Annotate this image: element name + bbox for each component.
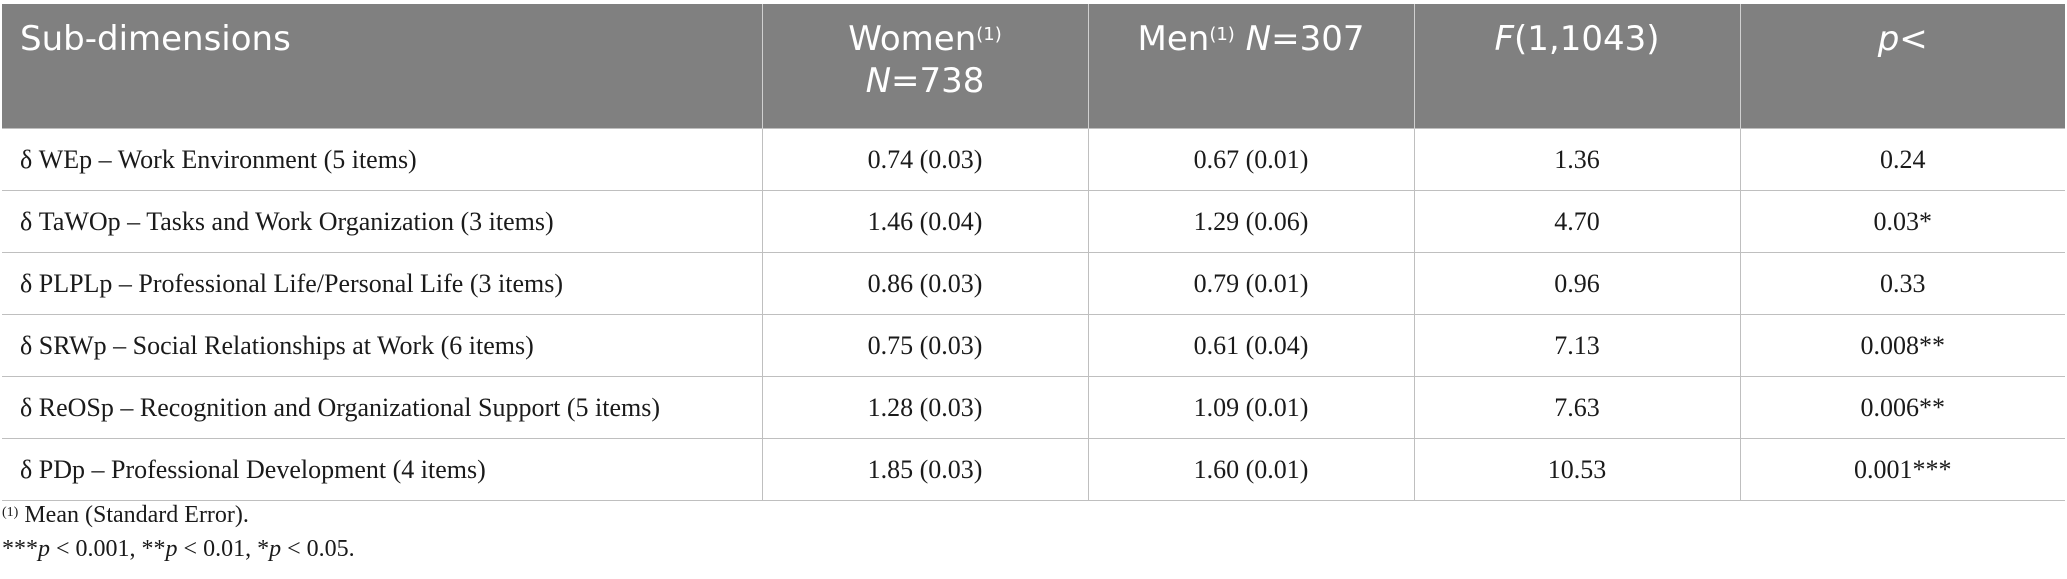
sig-threshold-1: < 0.05. bbox=[281, 536, 355, 562]
cell-p: 0.03* bbox=[1739, 190, 2065, 253]
header-women: Women(1) N=738 bbox=[761, 4, 1088, 129]
sig-p-label-2: p bbox=[165, 536, 178, 562]
table-row: δ SRWp – Social Relationships at Work (6… bbox=[2, 314, 2065, 377]
header-women-footnote-marker: (1) bbox=[976, 24, 1002, 45]
cell-p: 0.001*** bbox=[1739, 438, 2065, 501]
header-f-label: F bbox=[1494, 19, 1515, 59]
table-row: δ ReOSp – Recognition and Organizational… bbox=[2, 376, 2065, 439]
cell-women: 0.86 (0.03) bbox=[761, 252, 1088, 315]
header-women-n-label: N bbox=[865, 61, 892, 101]
header-f-statistic: F(1,1043) bbox=[1413, 4, 1740, 129]
header-men-footnote-marker: (1) bbox=[1209, 24, 1235, 45]
cell-men: 1.09 (0.01) bbox=[1087, 376, 1414, 439]
cell-men: 0.61 (0.04) bbox=[1087, 314, 1414, 377]
results-table-container: Sub-dimensions Women(1) N=738 Men(1) N=30… bbox=[2, 4, 2065, 501]
cell-dimension: δ SRWp – Social Relationships at Work (6… bbox=[2, 314, 762, 377]
footnote-mean-se-text: Mean (Standard Error). bbox=[18, 502, 249, 528]
sig-p-label-1: p bbox=[269, 536, 282, 562]
results-table: Sub-dimensions Women(1) N=738 Men(1) N=30… bbox=[2, 4, 2065, 501]
header-f-df: (1,1043) bbox=[1514, 19, 1660, 59]
sig-p-label-3: p bbox=[38, 536, 50, 562]
cell-p: 0.33 bbox=[1739, 252, 2065, 315]
cell-dimension: δ ReOSp – Recognition and Organizational… bbox=[2, 376, 762, 439]
cell-men: 0.67 (0.01) bbox=[1087, 128, 1414, 191]
table-row: δ PDp – Professional Development (4 item… bbox=[2, 438, 2065, 501]
header-p-operator: < bbox=[1899, 19, 1928, 59]
table-body: δ WEp – Work Environment (5 items) 0.74 … bbox=[2, 128, 2065, 501]
footnote-mean-se: (1) Mean (Standard Error). bbox=[2, 498, 355, 532]
header-row: Sub-dimensions Women(1) N=738 Men(1) N=30… bbox=[2, 4, 2065, 129]
header-women-n-value: =738 bbox=[891, 61, 985, 101]
header-women-label: Women bbox=[848, 19, 977, 59]
sig-threshold-2: < 0.01, bbox=[177, 536, 258, 562]
header-sub-dimensions: Sub-dimensions bbox=[2, 4, 762, 129]
cell-dimension: δ PDp – Professional Development (4 item… bbox=[2, 438, 762, 501]
cell-women: 1.46 (0.04) bbox=[761, 190, 1088, 253]
header-men-n-value: =307 bbox=[1271, 19, 1365, 59]
cell-dimension: δ PLPLp – Professional Life/Personal Lif… bbox=[2, 252, 762, 315]
header-men-label: Men bbox=[1137, 19, 1210, 59]
cell-f: 7.63 bbox=[1413, 376, 1740, 439]
header-p-label: p bbox=[1877, 19, 1900, 59]
cell-f: 7.13 bbox=[1413, 314, 1740, 377]
cell-p: 0.008** bbox=[1739, 314, 2065, 377]
table-header: Sub-dimensions Women(1) N=738 Men(1) N=30… bbox=[2, 4, 2065, 129]
cell-f: 4.70 bbox=[1413, 190, 1740, 253]
header-sub-dimensions-label: Sub-dimensions bbox=[20, 19, 291, 59]
header-men-n-label: N bbox=[1245, 19, 1272, 59]
cell-dimension: δ WEp – Work Environment (5 items) bbox=[2, 128, 762, 191]
footnote-marker: (1) bbox=[2, 505, 19, 520]
table-row: δ TaWOp – Tasks and Work Organization (3… bbox=[2, 190, 2065, 253]
cell-p: 0.24 bbox=[1739, 128, 2065, 191]
sig-stars-3: *** bbox=[2, 536, 38, 562]
sig-threshold-3: < 0.001, bbox=[50, 536, 142, 562]
header-men: Men(1) N=307 bbox=[1087, 4, 1414, 129]
table-row: δ PLPLp – Professional Life/Personal Lif… bbox=[2, 252, 2065, 315]
cell-f: 10.53 bbox=[1413, 438, 1740, 501]
cell-p: 0.006** bbox=[1739, 376, 2065, 439]
footnote-significance: ***p < 0.001, **p < 0.01, *p < 0.05. bbox=[2, 532, 355, 566]
cell-women: 0.74 (0.03) bbox=[761, 128, 1088, 191]
table-row: δ WEp – Work Environment (5 items) 0.74 … bbox=[2, 128, 2065, 191]
cell-women: 0.75 (0.03) bbox=[761, 314, 1088, 377]
table-footnotes: (1) Mean (Standard Error). ***p < 0.001,… bbox=[2, 498, 355, 566]
cell-men: 0.79 (0.01) bbox=[1087, 252, 1414, 315]
sig-stars-2: ** bbox=[141, 536, 166, 562]
cell-dimension: δ TaWOp – Tasks and Work Organization (3… bbox=[2, 190, 762, 253]
cell-f: 1.36 bbox=[1413, 128, 1740, 191]
cell-women: 1.85 (0.03) bbox=[761, 438, 1088, 501]
sig-stars-1: * bbox=[257, 536, 270, 562]
cell-men: 1.29 (0.06) bbox=[1087, 190, 1414, 253]
cell-f: 0.96 bbox=[1413, 252, 1740, 315]
cell-men: 1.60 (0.01) bbox=[1087, 438, 1414, 501]
cell-women: 1.28 (0.03) bbox=[761, 376, 1088, 439]
header-p-value: p< bbox=[1739, 4, 2065, 129]
